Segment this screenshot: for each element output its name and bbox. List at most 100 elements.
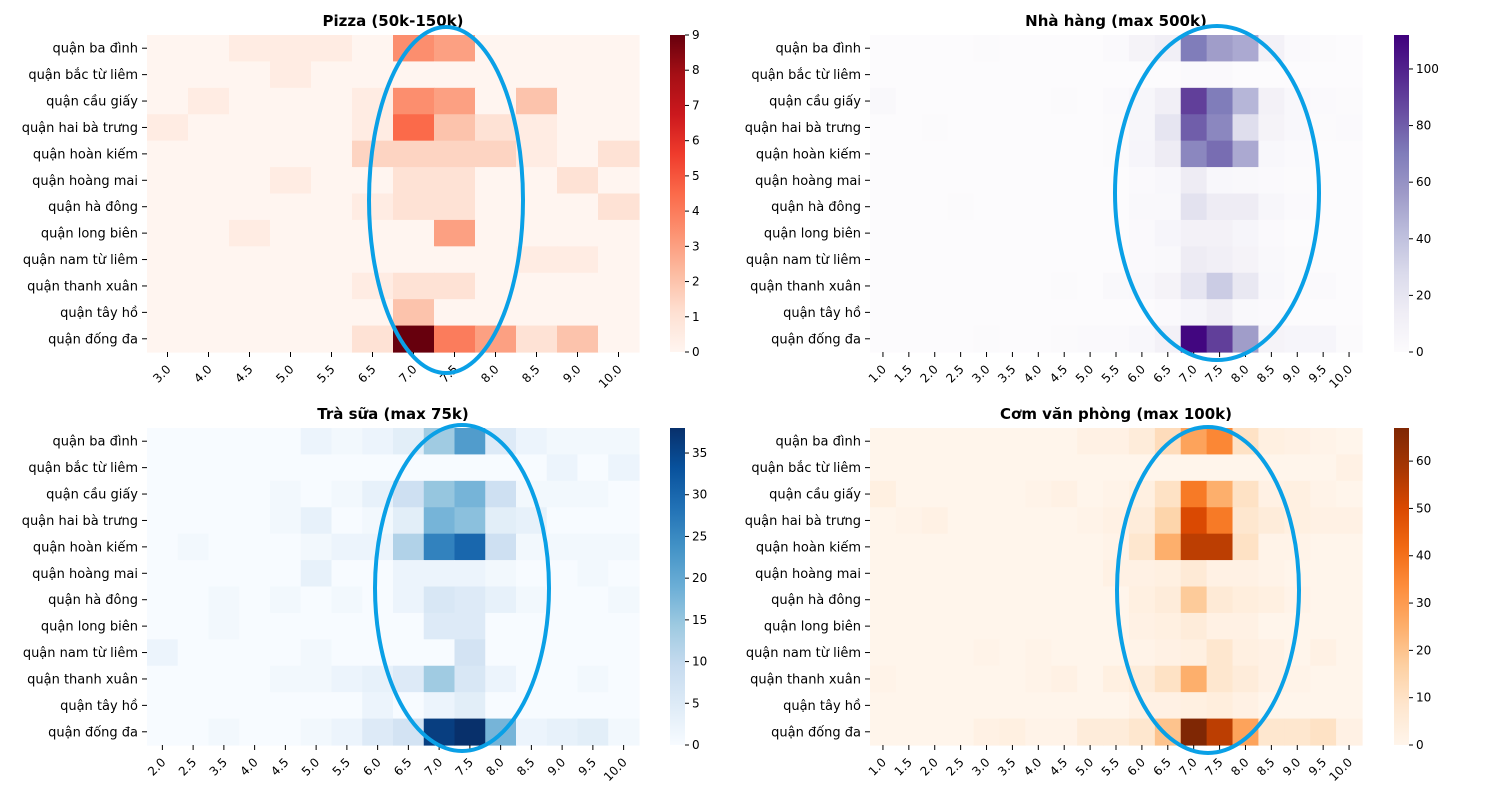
heatmap-cell-quan-bac-tu-liem-8-5: [516, 61, 558, 89]
x-tick-label-9-0: 9.0: [560, 362, 583, 385]
heatmap-cell-quan-dong-da-3-5: [999, 718, 1026, 746]
heatmap-cell-quan-dong-da-10-0: [598, 325, 640, 353]
heatmap-cell-quan-nam-tu-liem-9-5: [1310, 639, 1337, 667]
x-tick-label-4-0: 4.0: [237, 755, 260, 778]
heatmap-cell-quan-long-bien-4-0: [1025, 612, 1052, 640]
heatmap-cell-quan-ba-dinh-2-0: [921, 428, 949, 456]
heatmap-cell-quan-ha-dong-7-5: [454, 586, 486, 614]
heatmap-cell-quan-hoang-mai-5-5: [311, 167, 353, 195]
heatmap-cell-quan-hai-ba-trung-3-0: [973, 507, 1001, 535]
heatmap-cell-quan-cau-giay-10-0: [598, 87, 640, 115]
heatmap-cell-quan-hai-ba-trung-3-5: [999, 507, 1026, 535]
heatmap-cell-quan-long-bien-3-0: [147, 219, 189, 247]
heatmap-cell-quan-hoang-mai-8-0: [475, 167, 517, 195]
heatmap-cell-quan-nam-tu-liem-8-5: [1258, 246, 1285, 274]
heatmap-cell-quan-tay-ho-8-5: [516, 299, 558, 327]
heatmap-cell-quan-hoan-kiem-3-0: [973, 140, 1001, 168]
heatmap-cell-quan-nam-tu-liem-10-0: [1336, 246, 1363, 274]
heatmap-cell-quan-cau-giay-8-0: [1232, 87, 1260, 115]
heatmap-cell-quan-hoang-mai-2-5: [177, 560, 210, 588]
heatmap-cell-quan-ha-dong-2-0: [921, 193, 949, 221]
heatmap-cell-quan-hoang-mai-9-0: [557, 167, 599, 195]
heatmap-cell-quan-bac-tu-liem-10-0: [1336, 61, 1363, 89]
heatmap-cell-quan-ha-dong-3-5: [999, 586, 1026, 614]
colorbar-tick-label: 60: [1416, 454, 1431, 468]
heatmap-cell-quan-dong-da-9-0: [557, 325, 599, 353]
y-tick-label-quan-dong-da: quận đống đa: [48, 725, 138, 740]
heatmap-cell-quan-dong-da-9-5: [1310, 325, 1337, 353]
heatmap-cell-quan-nam-tu-liem-4-5: [1051, 639, 1078, 667]
heatmap-cell-quan-hoang-mai-4-0: [239, 560, 271, 588]
heatmap-cell-quan-tay-ho-1-5: [895, 692, 923, 720]
heatmap-cell-quan-ha-dong-9-0: [557, 193, 599, 221]
y-tick-label-quan-hoang-mai: quận hoàng mai: [755, 567, 861, 582]
heatmap-cell-quan-thanh-xuan-3-5: [208, 665, 240, 693]
heatmap-cell-quan-nam-tu-liem-7-5: [1206, 246, 1234, 274]
heatmap-cell-quan-tay-ho-7-0: [393, 299, 435, 327]
heatmap-cell-quan-hai-ba-trung-9-5: [1310, 507, 1337, 535]
heatmap-cell-quan-hai-ba-trung-5-0: [270, 114, 312, 142]
heatmap-cell-quan-ba-dinh-2-0: [921, 35, 949, 63]
heatmap-cell-quan-long-bien-9-0: [1284, 219, 1311, 247]
heatmap-cell-quan-long-bien-1-0: [870, 612, 897, 640]
heatmap-cell-quan-hoan-kiem-6-5: [1154, 533, 1182, 561]
heatmap-cell-quan-hai-ba-trung-3-5: [208, 507, 240, 535]
heatmap-cell-quan-cau-giay-3-5: [208, 480, 240, 508]
heatmap-cell-quan-cau-giay-9-5: [577, 480, 609, 508]
heatmap-4: Cơm văn phòng (max 100k) quận ba đình quận…: [745, 405, 1432, 784]
heatmap-cell-quan-nam-tu-liem-5-0: [1077, 246, 1104, 274]
heatmap-cell-quan-cau-giay-8-0: [1232, 480, 1260, 508]
heatmap-cell-quan-hoang-mai-9-0: [1284, 167, 1311, 195]
colorbar-tick-label: 15: [692, 613, 707, 627]
heatmap-cell-quan-ha-dong-8-0: [475, 193, 517, 221]
heatmap-cell-quan-nam-tu-liem-10-0: [1336, 639, 1363, 667]
x-tick-label-9-0: 9.0: [545, 755, 568, 778]
heatmap-cell-quan-bac-tu-liem-5-5: [1103, 454, 1130, 482]
heatmap-cell-quan-long-bien-1-0: [870, 219, 897, 247]
heatmap-cell-quan-ha-dong-8-0: [1232, 193, 1260, 221]
heatmap-cell-quan-nam-tu-liem-3-0: [973, 246, 1001, 274]
heatmap-cell-quan-thanh-xuan-7-5: [434, 272, 476, 300]
heatmap-cell-quan-hoan-kiem-7-0: [1180, 140, 1208, 168]
heatmap-cell-quan-ba-dinh-4-5: [229, 35, 271, 63]
colorbar-tick-label: 8: [692, 63, 700, 77]
heatmap-cell-quan-hoan-kiem-8-0: [1232, 140, 1260, 168]
heatmap-cell-quan-thanh-xuan-3-5: [999, 272, 1026, 300]
heatmap-cell-quan-long-bien-6-0: [1128, 219, 1156, 247]
heatmap-cell-quan-long-bien-8-0: [1232, 219, 1260, 247]
heatmap-cell-quan-hoan-kiem-1-5: [895, 140, 923, 168]
heatmap-cell-quan-dong-da-9-0: [1284, 718, 1311, 746]
heatmap-cell-quan-nam-tu-liem-2-0: [921, 246, 949, 274]
heatmap-cell-quan-dong-da-5-0: [1077, 718, 1104, 746]
heatmap-cell-quan-thanh-xuan-1-0: [870, 272, 897, 300]
heatmap-cell-quan-long-bien-9-0: [557, 219, 599, 247]
heatmap-cell-quan-ha-dong-6-5: [1154, 586, 1182, 614]
heatmap-cell-quan-hai-ba-trung-6-5: [393, 507, 425, 535]
x-tick-label-5-5: 5.5: [1099, 755, 1122, 778]
heatmap-cell-quan-hoan-kiem-3-5: [999, 140, 1026, 168]
heatmap-cell-quan-tay-ho-5-0: [1077, 692, 1104, 720]
heatmap-cell-quan-tay-ho-4-0: [1025, 299, 1052, 327]
heatmap-cell-quan-bac-tu-liem-1-0: [870, 61, 897, 89]
heatmap-cell-quan-hoang-mai-1-0: [870, 167, 897, 195]
heatmap-cell-quan-cau-giay-5-0: [1077, 87, 1104, 115]
heatmap-cell-quan-hoang-mai-2-0: [921, 560, 949, 588]
heatmap-cell-quan-tay-ho-9-0: [557, 299, 599, 327]
colorbar: [1394, 428, 1409, 745]
heatmap-cell-quan-thanh-xuan-5-0: [270, 272, 312, 300]
heatmap-cell-quan-hoan-kiem-4-0: [239, 533, 271, 561]
heatmap-cell-quan-hoan-kiem-6-0: [1128, 140, 1156, 168]
heatmap-cell-quan-dong-da-8-5: [516, 325, 558, 353]
heatmap-cell-quan-thanh-xuan-8-0: [1232, 665, 1260, 693]
heatmap-cell-quan-thanh-xuan-2-5: [947, 665, 975, 693]
heatmap-cell-quan-hoang-mai-2-0: [147, 560, 179, 588]
heatmap-cell-quan-dong-da-7-5: [454, 718, 486, 746]
heatmap-cell-quan-ba-dinh-5-5: [331, 428, 363, 456]
y-tick-label-quan-thanh-xuan: quận thanh xuân: [750, 672, 861, 687]
heatmap-cell-quan-cau-giay-3-5: [999, 480, 1026, 508]
y-tick-label-quan-hoan-kiem: quận hoàn kiếm: [756, 540, 861, 555]
heatmap-cell-quan-long-bien-10-0: [608, 612, 640, 640]
heatmap-cell-quan-hoan-kiem-2-0: [147, 533, 179, 561]
heatmap-cell-quan-long-bien-6-0: [1128, 612, 1156, 640]
heatmap-cell-quan-nam-tu-liem-6-0: [1128, 246, 1156, 274]
